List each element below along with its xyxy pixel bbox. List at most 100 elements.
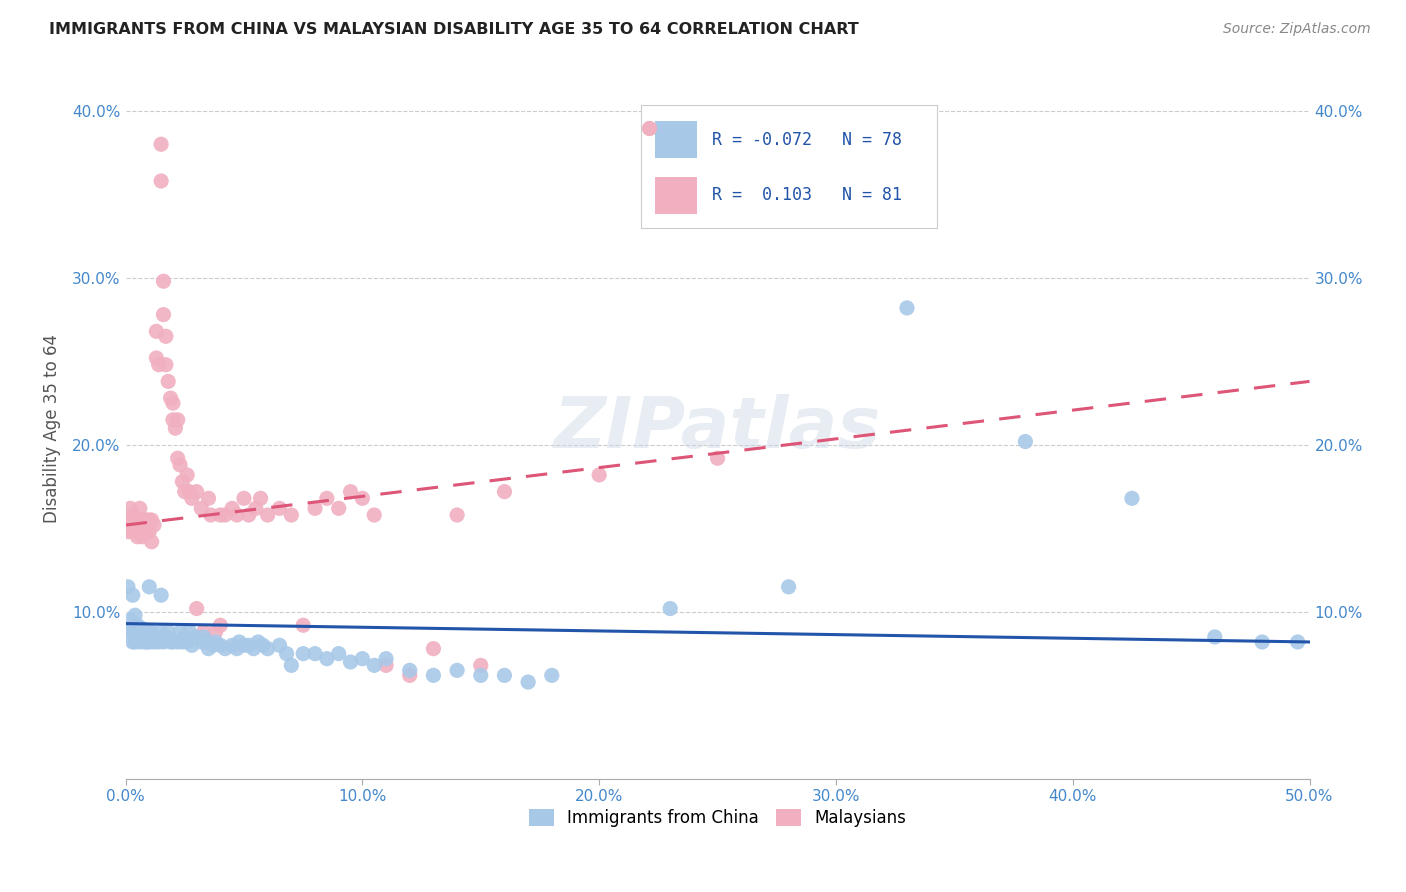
Point — [1251, 635, 1274, 649]
Text: IMMIGRANTS FROM CHINA VS MALAYSIAN DISABILITY AGE 35 TO 64 CORRELATION CHART: IMMIGRANTS FROM CHINA VS MALAYSIAN DISAB… — [49, 22, 859, 37]
Point — [179, 624, 201, 639]
Point — [117, 622, 139, 636]
Point — [180, 638, 202, 652]
Point — [193, 630, 215, 644]
Point — [152, 635, 174, 649]
Point — [150, 137, 173, 152]
Point — [398, 664, 420, 678]
Point — [214, 641, 236, 656]
Point — [228, 635, 250, 649]
Point — [328, 501, 350, 516]
Point — [242, 641, 264, 656]
Point — [446, 508, 468, 522]
Point — [128, 513, 150, 527]
Point — [304, 501, 326, 516]
Point — [117, 580, 139, 594]
Point — [202, 638, 225, 652]
Point — [138, 580, 160, 594]
Point — [121, 588, 143, 602]
Point — [172, 635, 194, 649]
Point — [124, 608, 146, 623]
Point — [124, 524, 146, 539]
Point — [252, 638, 274, 652]
Point — [238, 508, 260, 522]
Point — [131, 513, 153, 527]
Point — [269, 501, 291, 516]
Point — [200, 508, 222, 522]
Point — [209, 508, 232, 522]
Point — [162, 635, 184, 649]
Point — [247, 635, 270, 649]
Point — [159, 635, 181, 649]
Point — [422, 668, 444, 682]
Point — [375, 658, 398, 673]
Point — [339, 655, 361, 669]
Point — [256, 641, 278, 656]
Point — [128, 635, 150, 649]
Point — [134, 513, 156, 527]
Point — [706, 451, 728, 466]
Point — [121, 635, 143, 649]
Y-axis label: Disability Age 35 to 64: Disability Age 35 to 64 — [44, 334, 60, 523]
Point — [209, 638, 232, 652]
Point — [1121, 491, 1143, 506]
Point — [135, 524, 157, 539]
Point — [152, 308, 174, 322]
Point — [127, 530, 149, 544]
Point — [166, 413, 188, 427]
Point — [141, 513, 163, 527]
Point — [145, 324, 167, 338]
Point — [128, 501, 150, 516]
Point — [127, 513, 149, 527]
Point — [143, 635, 166, 649]
Point — [162, 396, 184, 410]
Point — [269, 638, 291, 652]
Point — [150, 174, 173, 188]
Point — [131, 530, 153, 544]
Point — [398, 668, 420, 682]
Text: ZIPatlas: ZIPatlas — [554, 393, 882, 463]
Point — [166, 451, 188, 466]
Point — [155, 329, 177, 343]
Point — [176, 467, 198, 482]
Point — [363, 508, 385, 522]
Point — [304, 647, 326, 661]
Point — [120, 501, 142, 516]
Point — [214, 508, 236, 522]
Point — [173, 484, 195, 499]
Point — [131, 630, 153, 644]
Point — [186, 484, 208, 499]
Point — [659, 601, 682, 615]
Point — [162, 413, 184, 427]
Point — [180, 491, 202, 506]
Point — [145, 630, 167, 644]
Point — [276, 647, 298, 661]
Point — [134, 521, 156, 535]
Point — [315, 651, 337, 665]
Point — [221, 638, 243, 652]
Point — [225, 508, 247, 522]
Point — [176, 635, 198, 649]
Point — [120, 513, 142, 527]
Point — [179, 484, 201, 499]
Point — [117, 524, 139, 539]
Point — [204, 624, 226, 639]
Point — [778, 580, 800, 594]
Point — [141, 534, 163, 549]
Point — [256, 508, 278, 522]
Point — [120, 613, 142, 627]
Point — [128, 521, 150, 535]
Point — [159, 391, 181, 405]
Point — [141, 624, 163, 639]
Point — [150, 588, 173, 602]
Point — [1014, 434, 1036, 449]
Point — [339, 484, 361, 499]
Point — [352, 491, 374, 506]
Point — [1286, 635, 1309, 649]
Point — [209, 618, 232, 632]
Point — [363, 658, 385, 673]
Point — [186, 630, 208, 644]
Point — [148, 635, 170, 649]
Point — [145, 351, 167, 365]
Point — [245, 501, 267, 516]
